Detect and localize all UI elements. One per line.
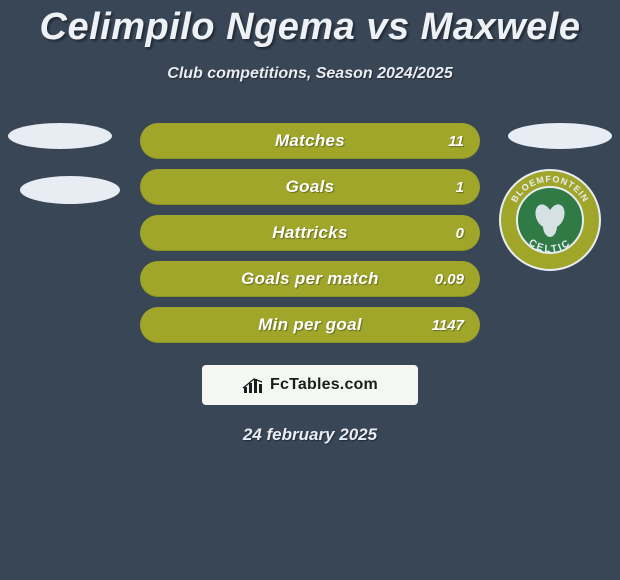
stat-value: 11 <box>448 133 464 150</box>
stat-value: 0 <box>456 225 464 242</box>
player-photo-placeholder-2 <box>20 176 120 204</box>
page-subtitle: Club competitions, Season 2024/2025 <box>0 65 620 83</box>
stat-row: Matches 11 <box>140 123 480 159</box>
player-photo-placeholder-3 <box>508 123 612 149</box>
stat-row: Hattricks 0 <box>140 215 480 251</box>
stat-value: 1 <box>456 179 464 196</box>
brand-text: FcTables.com <box>270 376 378 394</box>
stat-row: Goals 1 <box>140 169 480 205</box>
footer-date: 24 february 2025 <box>0 425 620 445</box>
brand-badge: FcTables.com <box>202 365 418 405</box>
stat-row: Goals per match 0.09 <box>140 261 480 297</box>
stat-value: 0.09 <box>435 271 464 288</box>
page-title: Celimpilo Ngema vs Maxwele <box>0 0 620 49</box>
stat-row: Min per goal 1147 <box>140 307 480 343</box>
stat-label: Matches <box>275 131 345 151</box>
chart-icon <box>242 375 266 395</box>
stat-label: Goals per match <box>241 269 379 289</box>
stat-label: Goals <box>286 177 335 197</box>
stat-label: Hattricks <box>272 223 347 243</box>
club-badge: BLOEMFONTEIN CELTIC <box>498 168 602 272</box>
player-photo-placeholder-1 <box>8 123 112 149</box>
stat-value: 1147 <box>432 317 464 334</box>
stat-label: Min per goal <box>258 315 362 335</box>
